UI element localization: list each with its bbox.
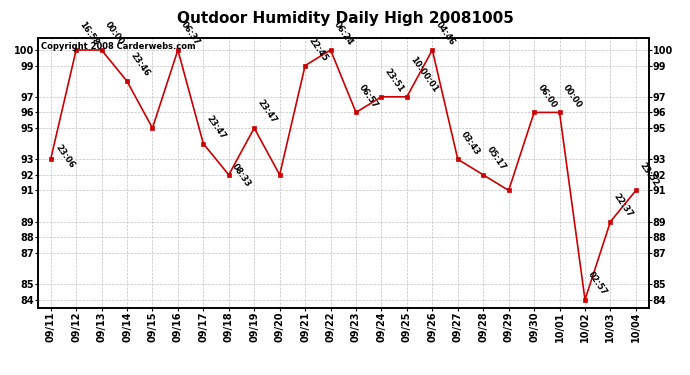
Text: 23:47: 23:47 — [255, 98, 278, 125]
Text: Copyright 2008 Carderwebs.com: Copyright 2008 Carderwebs.com — [41, 42, 196, 51]
Text: 23:46: 23:46 — [128, 51, 151, 78]
Text: 10:00:01: 10:00:01 — [408, 55, 440, 94]
Text: 00:00: 00:00 — [561, 83, 584, 110]
Text: 23:52: 23:52 — [638, 160, 660, 188]
Text: 22:45: 22:45 — [306, 36, 329, 63]
Text: Outdoor Humidity Daily High 20081005: Outdoor Humidity Daily High 20081005 — [177, 11, 513, 26]
Text: 16:58: 16:58 — [77, 20, 100, 47]
Text: 05:17: 05:17 — [484, 145, 507, 172]
Text: 02:57: 02:57 — [586, 270, 609, 297]
Text: 06:24: 06:24 — [332, 20, 355, 47]
Text: 06:37: 06:37 — [179, 20, 202, 47]
Text: 23:06: 23:06 — [53, 143, 76, 170]
Text: 22:37: 22:37 — [612, 192, 635, 219]
Text: 08:33: 08:33 — [230, 162, 253, 189]
Text: 00:00: 00:00 — [103, 21, 126, 47]
Text: 03:43: 03:43 — [459, 130, 482, 156]
Text: 04:46: 04:46 — [434, 20, 456, 47]
Text: 23:47: 23:47 — [205, 114, 228, 141]
Text: 23:51: 23:51 — [383, 67, 406, 94]
Text: 06:00: 06:00 — [535, 83, 558, 110]
Text: 06:57: 06:57 — [357, 82, 380, 110]
